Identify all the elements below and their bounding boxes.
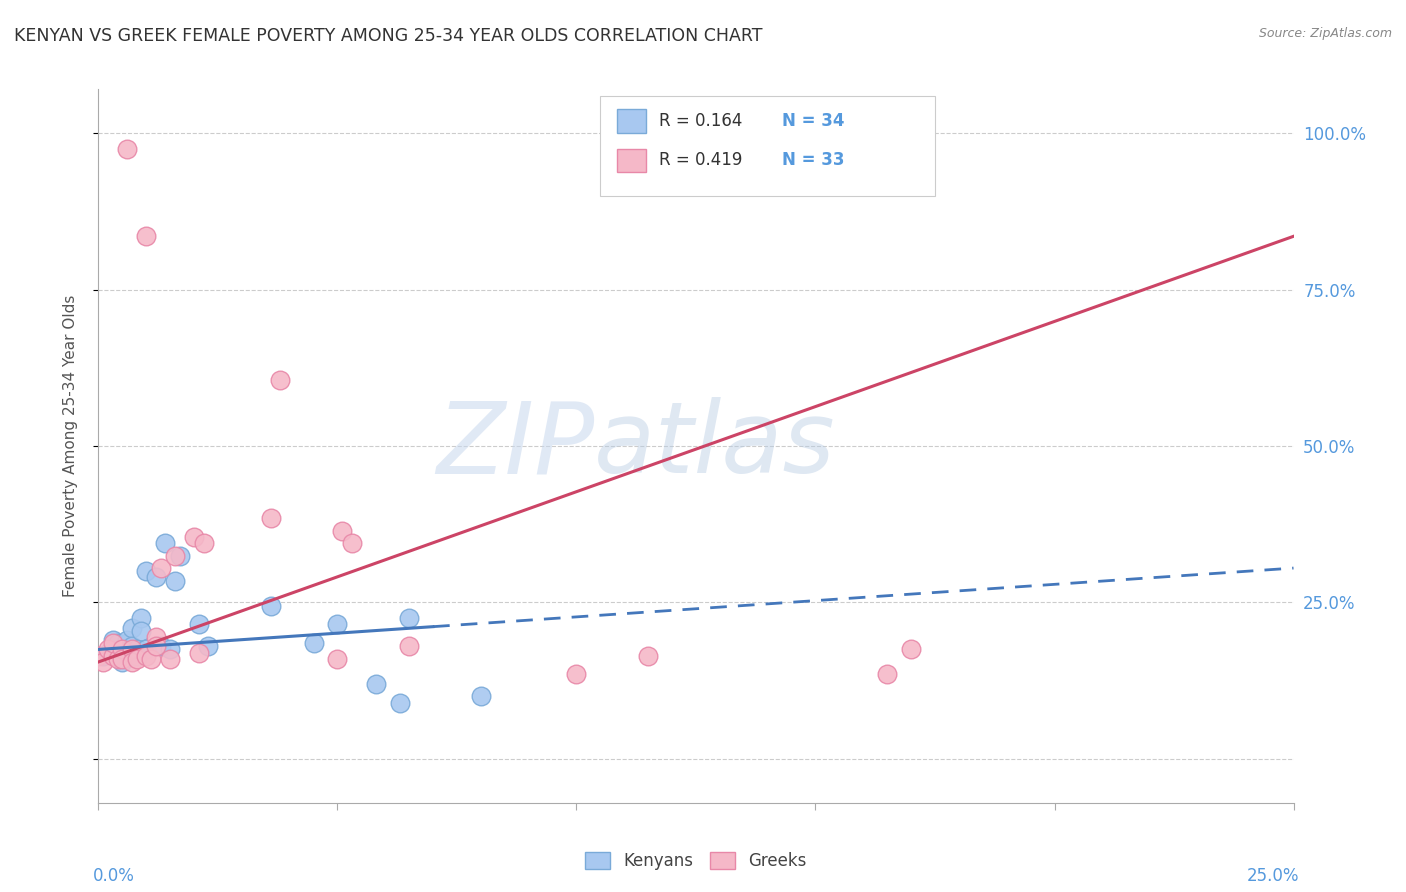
Point	[193, 536, 215, 550]
Point	[121, 621, 143, 635]
Point	[169, 549, 191, 563]
Point	[330, 524, 353, 538]
Point	[125, 648, 148, 663]
Point	[111, 642, 134, 657]
Point	[302, 636, 325, 650]
FancyBboxPatch shape	[600, 96, 935, 196]
Text: R = 0.164: R = 0.164	[659, 112, 742, 130]
Point	[135, 229, 157, 244]
Point	[97, 642, 120, 657]
Point	[111, 648, 134, 663]
Point	[398, 640, 420, 654]
Point	[470, 690, 492, 704]
Point	[259, 599, 281, 613]
Point	[145, 630, 167, 644]
Point	[87, 648, 110, 663]
Point	[326, 617, 349, 632]
Point	[565, 667, 588, 681]
Point	[145, 570, 167, 584]
Point	[107, 648, 129, 663]
Text: 0.0%: 0.0%	[93, 867, 135, 885]
Text: Source: ZipAtlas.com: Source: ZipAtlas.com	[1258, 27, 1392, 40]
Point	[125, 642, 148, 657]
Point	[398, 611, 420, 625]
Point	[187, 646, 209, 660]
Point	[269, 373, 291, 387]
Point	[111, 652, 134, 666]
Point	[900, 642, 922, 657]
Point	[876, 667, 898, 681]
Point	[121, 640, 143, 654]
Point	[187, 617, 209, 632]
Text: atlas: atlas	[595, 398, 837, 494]
Text: 25.0%: 25.0%	[1247, 867, 1299, 885]
Point	[259, 511, 281, 525]
Point	[91, 648, 114, 663]
Point	[101, 636, 124, 650]
Point	[107, 636, 129, 650]
Point	[159, 642, 181, 657]
Point	[149, 640, 172, 654]
Point	[115, 636, 138, 650]
Point	[145, 640, 167, 654]
Point	[97, 646, 120, 660]
Point	[111, 655, 134, 669]
Point	[115, 142, 138, 156]
Point	[388, 696, 411, 710]
Point	[131, 611, 153, 625]
FancyBboxPatch shape	[617, 110, 645, 133]
Point	[101, 642, 124, 657]
Point	[125, 652, 148, 666]
Point	[364, 677, 387, 691]
Point	[163, 574, 186, 588]
Text: ZIP: ZIP	[436, 398, 595, 494]
FancyBboxPatch shape	[617, 149, 645, 172]
Legend: Kenyans, Greeks: Kenyans, Greeks	[578, 845, 814, 877]
Point	[121, 655, 143, 669]
Point	[197, 640, 219, 654]
Point	[101, 648, 124, 663]
Point	[131, 624, 153, 638]
Point	[183, 530, 205, 544]
Point	[135, 642, 157, 657]
Text: N = 34: N = 34	[782, 112, 845, 130]
Point	[135, 564, 157, 578]
Point	[121, 642, 143, 657]
Point	[107, 652, 129, 666]
Point	[340, 536, 363, 550]
Point	[326, 652, 349, 666]
Point	[149, 561, 172, 575]
Y-axis label: Female Poverty Among 25-34 Year Olds: Female Poverty Among 25-34 Year Olds	[63, 295, 77, 597]
Point	[155, 536, 177, 550]
Point	[101, 633, 124, 648]
Point	[163, 549, 186, 563]
Point	[139, 652, 162, 666]
Point	[91, 655, 114, 669]
Text: R = 0.419: R = 0.419	[659, 152, 742, 169]
Point	[111, 642, 134, 657]
Point	[637, 648, 659, 663]
Point	[135, 648, 157, 663]
Text: N = 33: N = 33	[782, 152, 845, 169]
Point	[115, 633, 138, 648]
Point	[159, 652, 181, 666]
Text: KENYAN VS GREEK FEMALE POVERTY AMONG 25-34 YEAR OLDS CORRELATION CHART: KENYAN VS GREEK FEMALE POVERTY AMONG 25-…	[14, 27, 762, 45]
